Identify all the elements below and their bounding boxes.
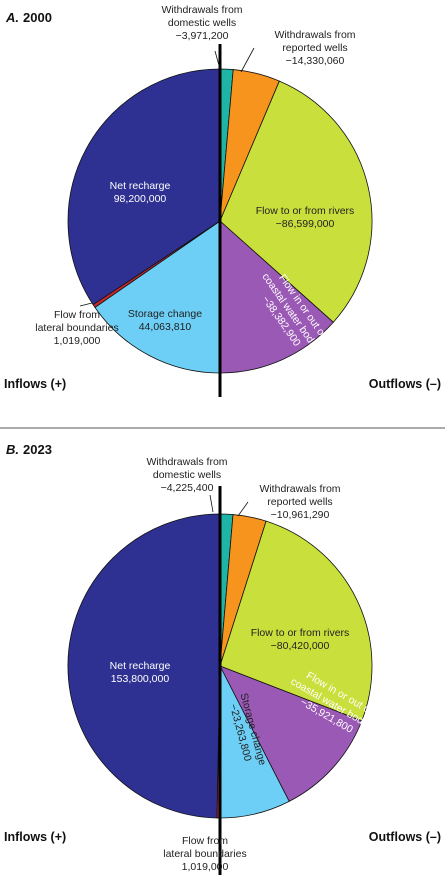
label-net-recharge-line: Net recharge [110, 660, 171, 672]
label-withdrawals-from-reported-wells-line: Withdrawals from [259, 483, 340, 495]
label-withdrawals-from-domestic-wells-line: domestic wells [153, 469, 221, 481]
label-storage-change-line: Storage change [128, 308, 202, 320]
label-withdrawals-from-domestic-wells: Withdrawals from domestic wells −3,971,200 [161, 4, 242, 42]
label-flow-to-or-from-rivers-line: −86,599,000 [276, 218, 335, 230]
label-withdrawals-from-domestic-wells-line: domestic wells [168, 17, 236, 29]
label-flow-from-lateral-boundaries-line: lateral boundaries [163, 848, 246, 860]
label-flow-to-or-from-rivers: Flow to or from rivers −86,599,000 [256, 205, 355, 230]
label-withdrawals-from-reported-wells: Withdrawals from reported wells −10,961,29… [259, 483, 340, 521]
label-withdrawals-from-reported-wells-line: −10,961,290 [271, 509, 330, 521]
slice-flow-to-or-from-rivers [219, 80, 373, 323]
label-withdrawals-from-reported-wells-line: Withdrawals from [274, 29, 355, 41]
label-flow-from-lateral-boundaries: Flow from lateral boundaries 1,019,000 [35, 309, 118, 347]
label-withdrawals-from-domestic-wells: Withdrawals from domestic wells −4,225,400 [146, 456, 227, 494]
outflows-label: Outflows (–) [369, 830, 441, 844]
slice-flow-in-or-out-of-coastal-water-bodies [219, 665, 363, 802]
pie-panel-1 [67, 486, 373, 875]
panel-letter: B. [6, 442, 19, 457]
leader-line [209, 494, 214, 513]
slice-net-recharge [67, 513, 221, 819]
label-withdrawals-from-reported-wells-line: reported wells [267, 496, 332, 508]
pie-panel-0 [67, 44, 373, 397]
slice-net-recharge [67, 68, 221, 306]
leader-line [214, 50, 221, 70]
label-withdrawals-from-reported-wells-line: reported wells [282, 42, 347, 54]
panel-title: B. 2023 [6, 442, 52, 457]
label-withdrawals-from-domestic-wells-line: −4,225,400 [161, 482, 214, 494]
panel-letter: A. [5, 10, 19, 25]
slice-flow-to-or-from-rivers [219, 520, 373, 722]
slice-storage-change [94, 220, 221, 374]
label-flow-to-or-from-rivers-line: Flow to or from rivers [256, 205, 355, 217]
label-flow-from-lateral-boundaries: Flow from lateral boundaries 1,019,000 [163, 835, 246, 873]
label-storage-change-line: 44,063,810 [139, 321, 192, 333]
label-withdrawals-from-domestic-wells-line: Withdrawals from [161, 4, 242, 16]
inflows-label: Inflows (+) [4, 377, 66, 391]
panel-year: 2023 [23, 442, 52, 457]
label-withdrawals-from-domestic-wells-line: −3,971,200 [176, 30, 229, 42]
label-net-recharge-line: 153,800,000 [111, 673, 170, 685]
panel-year: 2000 [23, 10, 52, 25]
label-withdrawals-from-reported-wells-line: −14,330,060 [286, 55, 345, 67]
inflows-label: Inflows (+) [4, 830, 66, 844]
label-net-recharge-line: Net recharge [110, 180, 171, 192]
label-flow-from-lateral-boundaries-line: 1,019,000 [182, 861, 229, 873]
label-withdrawals-from-reported-wells: Withdrawals from reported wells −14,330,06… [274, 29, 355, 67]
outflows-label: Outflows (–) [369, 377, 441, 391]
label-net-recharge: Net recharge 153,800,000 [110, 660, 171, 685]
label-flow-from-lateral-boundaries-line: Flow from [54, 309, 100, 321]
label-withdrawals-from-domestic-wells-line: Withdrawals from [146, 456, 227, 468]
label-flow-to-or-from-rivers-line: Flow to or from rivers [251, 627, 350, 639]
label-flow-from-lateral-boundaries-line: 1,019,000 [54, 335, 101, 347]
label-flow-from-lateral-boundaries-line: Flow from [182, 835, 228, 847]
label-storage-change: Storage change 44,063,810 [128, 308, 202, 333]
label-net-recharge: Net recharge 98,200,000 [110, 180, 171, 205]
label-flow-to-or-from-rivers: Flow to or from rivers −80,420,000 [251, 627, 350, 652]
label-net-recharge-line: 98,200,000 [114, 193, 167, 205]
leader-line [237, 501, 249, 517]
leader-line [79, 302, 93, 307]
leader-line [240, 47, 255, 73]
label-flow-to-or-from-rivers-line: −80,420,000 [271, 640, 330, 652]
panel-title: A. 2000 [5, 10, 52, 25]
label-flow-from-lateral-boundaries-line: lateral boundaries [35, 322, 118, 334]
slice-flow-in-or-out-of-coastal-water-bodies [219, 220, 334, 374]
